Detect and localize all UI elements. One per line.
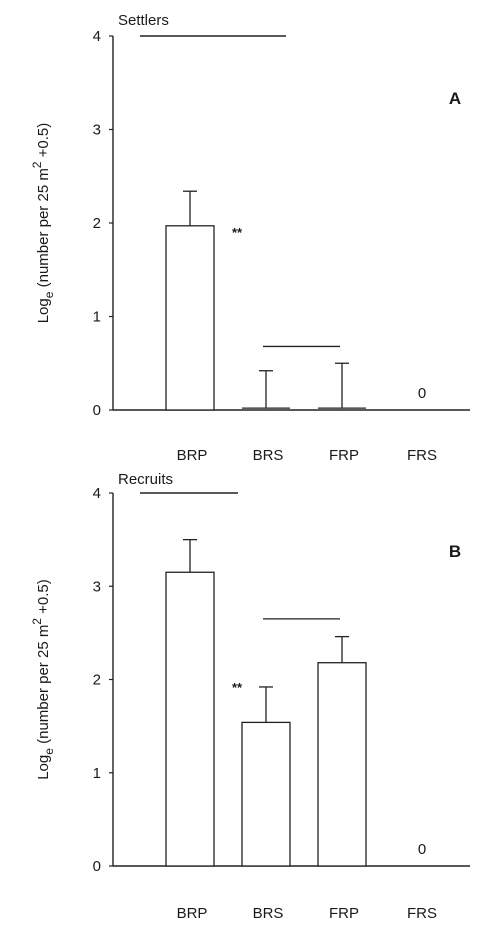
x-tick-label-frp: FRP xyxy=(329,447,359,464)
chart-title: Settlers xyxy=(118,12,169,29)
x-tick-label-brs: BRS xyxy=(253,447,284,464)
x-tick-label-brp: BRP xyxy=(177,905,208,922)
bar-brp xyxy=(165,571,215,867)
y-tick-label: 4 xyxy=(93,485,101,502)
significance-marker: ** xyxy=(232,680,243,695)
x-tick-label-brp: BRP xyxy=(177,447,208,464)
x-tick-label-frs: FRS xyxy=(407,905,437,922)
x-tick-label-frs: FRS xyxy=(407,447,437,464)
y-tick-label: 3 xyxy=(93,578,101,595)
zero-label-frs: 0 xyxy=(418,841,426,858)
panel-letter: A xyxy=(449,89,461,108)
y-tick-label: 3 xyxy=(93,122,101,139)
y-tick-label: 2 xyxy=(93,672,101,689)
y-tick-label: 4 xyxy=(93,28,101,45)
significance-marker: ** xyxy=(232,225,243,240)
panel-recruits: 0 1 2 3 4 Recruits B Loge (number per 25 m2 +0.… xyxy=(30,471,470,922)
bar-brp xyxy=(165,225,215,411)
bar-frp xyxy=(317,662,367,867)
y-tick-label: 0 xyxy=(93,858,101,875)
x-tick-label-frp: FRP xyxy=(329,905,359,922)
y-axis-label: Loge (number per 25 m2 +0.5) xyxy=(30,579,56,780)
chart-title: Recruits xyxy=(118,471,173,488)
bar-brs xyxy=(241,721,291,867)
y-tick-label: 1 xyxy=(93,765,101,782)
y-tick-label: 1 xyxy=(93,309,101,326)
y-tick-label: 0 xyxy=(93,402,101,419)
y-tick-label: 2 xyxy=(93,215,101,232)
zero-label-frs: 0 xyxy=(418,385,426,402)
panel-letter: B xyxy=(449,542,461,561)
panel-settlers: 0 1 2 3 4 Settlers A Loge (number per 25 m2 +0.… xyxy=(30,12,470,464)
y-axis-label: Loge (number per 25 m2 +0.5) xyxy=(30,123,56,324)
x-tick-label-brs: BRS xyxy=(253,905,284,922)
